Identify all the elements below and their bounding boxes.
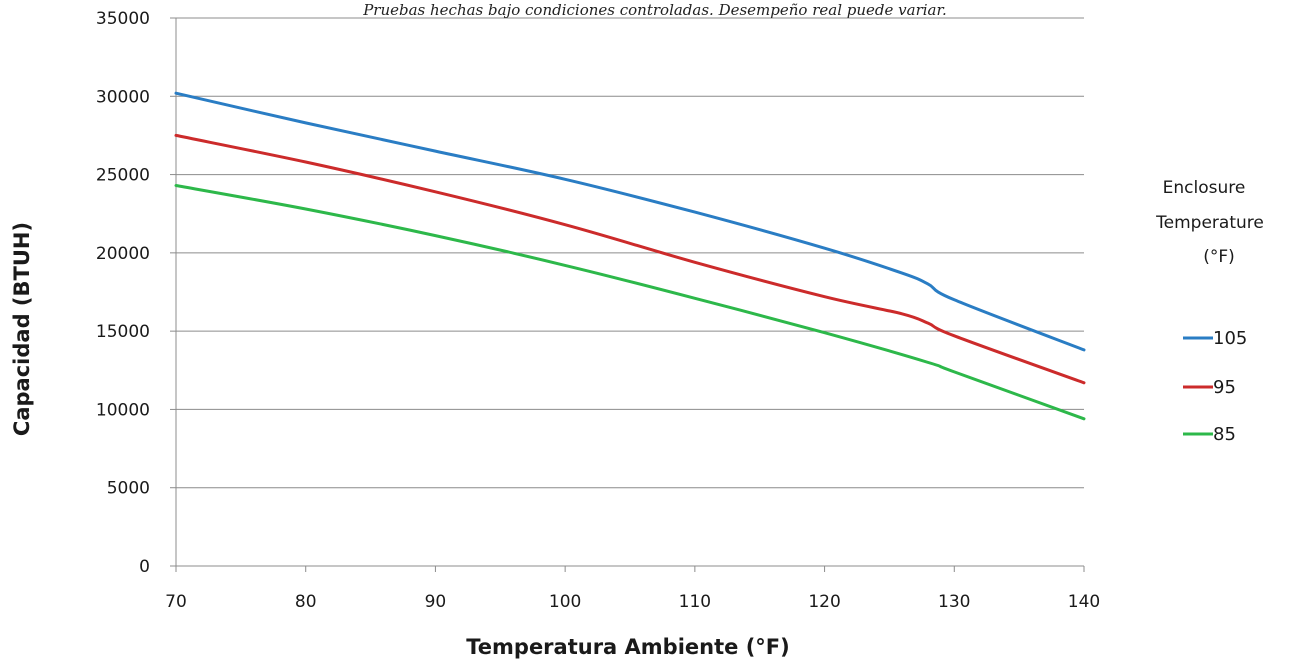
y-tick-label: 25000 [96,166,150,186]
x-axis-title: Temperatura Ambiente (°F) [466,635,789,659]
legend-title-line-3: (°F) [1203,247,1235,267]
y-tick-label: 15000 [96,322,150,342]
x-tick-label: 140 [1068,592,1100,612]
legend-label-105: 105 [1213,328,1247,349]
legend-label-85: 85 [1213,424,1236,445]
y-axis-ticks: 0 5000 10000 15000 20000 25000 30000 35000 [96,9,150,577]
series-lines [174,91,1086,421]
x-tick-label: 110 [679,592,711,612]
axes [170,17,1085,572]
series-line-95 [174,133,1086,385]
series-line-85 [174,184,1086,421]
legend-title-line-1: Enclosure [1163,178,1246,198]
legend: Enclosure Temperature (°F) 105 95 85 [1155,178,1264,445]
series-line-105 [174,91,1086,352]
y-axis-title: Capacidad (BTUH) [10,222,34,436]
x-tick-label: 120 [808,592,840,612]
legend-label-95: 95 [1213,377,1236,398]
x-tick-label: 130 [938,592,970,612]
x-tick-label: 90 [425,592,447,612]
y-tick-label: 10000 [96,400,150,420]
chart-note: Pruebas hechas bajo condiciones controla… [362,1,947,19]
y-tick-label: 0 [139,557,150,577]
y-tick-label: 20000 [96,244,150,264]
y-tick-label: 5000 [107,479,150,499]
gridlines [176,17,1084,489]
x-tick-label: 100 [549,592,581,612]
y-tick-label: 35000 [96,9,150,29]
x-tick-label: 80 [295,592,317,612]
y-tick-label: 30000 [96,87,150,107]
x-axis-ticks: 70 80 90 100 110 120 130 140 [165,592,1100,612]
legend-items: 105 95 85 [1183,328,1247,445]
legend-title-line-2: Temperature [1155,213,1264,233]
x-tick-label: 70 [165,592,187,612]
